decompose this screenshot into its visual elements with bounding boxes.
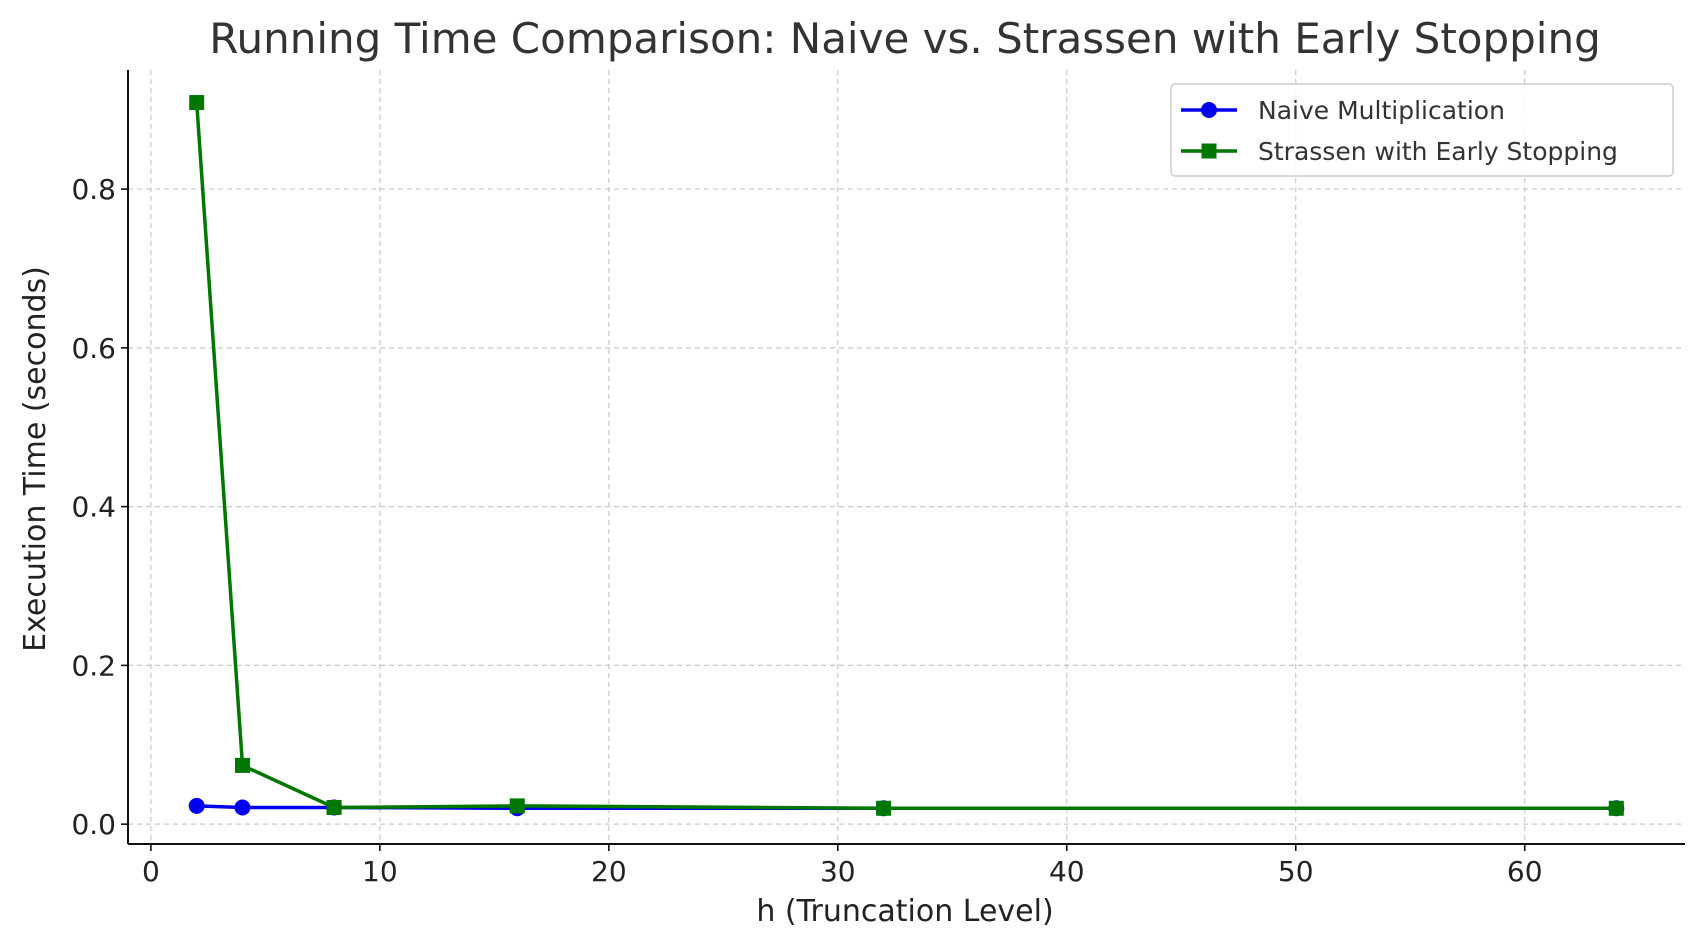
y-tick-label: 0.8 xyxy=(71,173,116,206)
square-marker xyxy=(189,95,205,111)
ticks-layer: 0 10 20 30 40 50 60 0.0 0.2 0.4 0.6 0.8 xyxy=(71,173,1542,888)
y-axis-label: Execution Time (seconds) xyxy=(18,266,53,652)
square-marker xyxy=(1608,800,1624,816)
square-marker xyxy=(876,800,892,816)
axes-layer xyxy=(127,70,1685,845)
square-marker xyxy=(234,757,250,773)
x-tick-label: 20 xyxy=(591,855,627,888)
y-tick-label: 0.6 xyxy=(71,332,116,365)
series-layer xyxy=(188,95,1625,817)
y-tick-label: 0.2 xyxy=(71,649,116,682)
legend-circle-marker xyxy=(1201,102,1217,118)
series-strassen-early-stopping xyxy=(189,95,1624,816)
series-line xyxy=(194,102,1617,811)
x-tick-label: 60 xyxy=(1507,855,1543,888)
x-tick-label: 10 xyxy=(362,855,398,888)
chart-title: Running Time Comparison: Naive vs. Stras… xyxy=(209,14,1601,63)
legend-item: Naive Multiplication xyxy=(1181,96,1505,125)
legend-label: Naive Multiplication xyxy=(1258,96,1505,125)
grid-layer xyxy=(128,70,1685,844)
x-tick-label: 50 xyxy=(1278,855,1314,888)
legend-square-marker xyxy=(1201,143,1217,159)
legend: Naive Multiplication Strassen with Early … xyxy=(1170,83,1674,177)
circle-marker xyxy=(188,797,205,814)
legend-label: Strassen with Early Stopping xyxy=(1258,137,1618,166)
circle-marker xyxy=(234,799,251,816)
legend-item: Strassen with Early Stopping xyxy=(1181,137,1618,166)
x-tick-label: 40 xyxy=(1049,855,1085,888)
square-marker xyxy=(509,798,525,814)
y-tick-label: 0.0 xyxy=(71,808,116,841)
square-marker xyxy=(326,799,342,815)
x-tick-label: 30 xyxy=(820,855,856,888)
x-tick-label: 0 xyxy=(142,855,160,888)
x-axis-label: h (Truncation Level) xyxy=(756,894,1053,929)
legend-box xyxy=(1170,83,1674,177)
y-tick-label: 0.4 xyxy=(71,491,116,524)
